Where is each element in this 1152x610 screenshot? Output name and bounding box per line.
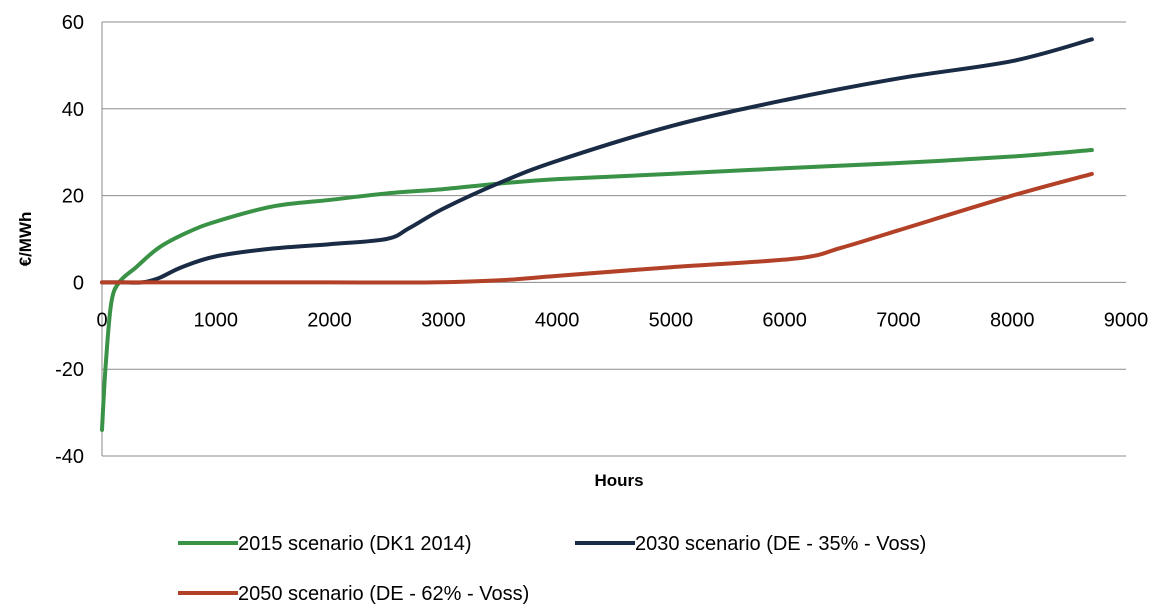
series-lines — [100, 37, 1094, 432]
x-tick-label: 2000 — [307, 309, 352, 331]
legend-label: 2015 scenario (DK1 2014) — [238, 533, 471, 555]
y-tick-label: 20 — [62, 186, 84, 208]
y-axis-title: €/MWh — [16, 212, 35, 267]
legend-label: 2050 scenario (DE - 62% - Voss) — [238, 583, 529, 605]
x-axis-title: Hours — [594, 471, 643, 490]
series-line-1 — [100, 148, 1094, 432]
y-tick-label: 0 — [73, 272, 84, 294]
x-tick-label: 7000 — [876, 309, 921, 331]
x-tick-label: 9000 — [1104, 309, 1149, 331]
y-tick-label: 60 — [62, 12, 84, 34]
grid-lines — [102, 21, 1126, 457]
y-tick-labels: 60 40 20 0 -20 -40 — [55, 12, 84, 468]
series-line-3 — [100, 171, 1094, 285]
x-tick-label: 1000 — [194, 309, 239, 331]
y-tick-label: -40 — [55, 446, 84, 468]
x-tick-label: 6000 — [762, 309, 807, 331]
x-tick-labels: 0 1000 2000 3000 4000 5000 6000 7000 8000 9000 — [96, 309, 1148, 331]
x-tick-label: 5000 — [649, 309, 694, 331]
y-tick-label: -20 — [55, 359, 84, 381]
x-tick-label: 0 — [96, 309, 107, 331]
legend: 2015 scenario (DK1 2014) 2030 scenario (D… — [178, 533, 926, 605]
x-tick-label: 4000 — [535, 309, 580, 331]
y-tick-label: 40 — [62, 99, 84, 121]
x-tick-label: 8000 — [990, 309, 1035, 331]
legend-label: 2030 scenario (DE - 35% - Voss) — [635, 533, 926, 555]
series-line-2 — [100, 37, 1094, 285]
x-tick-label: 3000 — [421, 309, 466, 331]
